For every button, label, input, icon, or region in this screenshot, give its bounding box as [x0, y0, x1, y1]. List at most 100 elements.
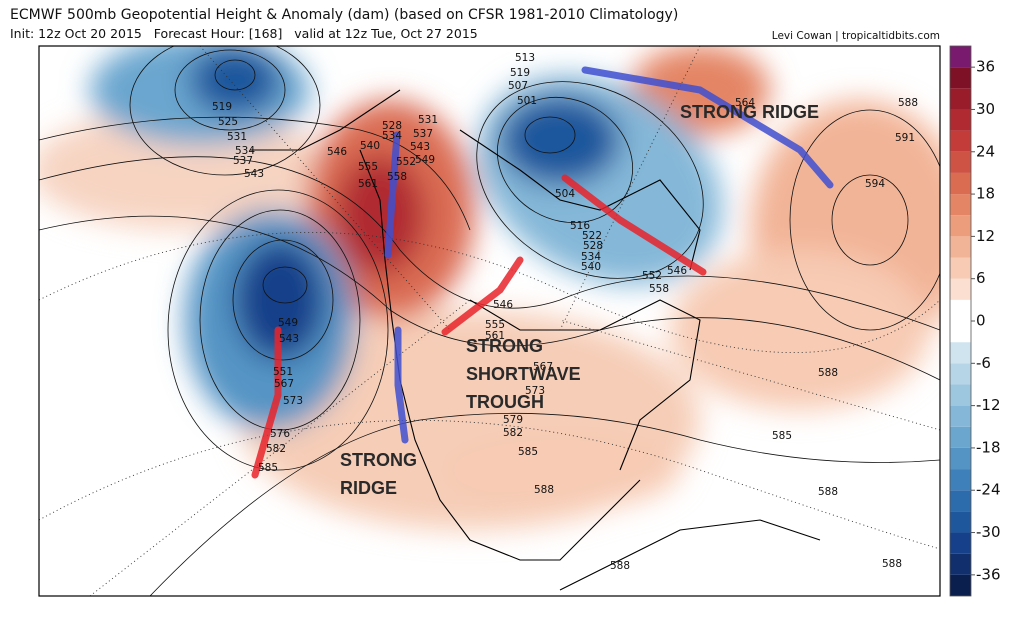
- colorbar-label: 36: [976, 58, 995, 76]
- contour-label: 588: [818, 486, 838, 498]
- contour-label: 567: [533, 361, 553, 373]
- contour-label: 573: [283, 395, 303, 407]
- annotation: RIDGE: [340, 478, 397, 498]
- contour-label: 564: [735, 97, 755, 109]
- contour-label: 543: [410, 141, 430, 153]
- colorbar-label: 30: [976, 100, 995, 118]
- annotation: SHORTWAVE: [466, 364, 581, 384]
- title: ECMWF 500mb Geopotential Height & Anomal…: [10, 7, 678, 23]
- colorbar-band: [950, 236, 971, 258]
- colorbar-label: 24: [976, 142, 995, 160]
- colorbar-band: [950, 130, 971, 152]
- colorbar: 36 30 24 18 12 6 0 -6 -12 -18 -24 -30 -36: [949, 45, 1001, 597]
- contour-label: 546: [493, 299, 513, 311]
- contour-label: 534: [581, 251, 601, 263]
- contour-label: 573: [525, 385, 545, 397]
- contour-label: 552: [396, 156, 416, 168]
- contour-label: 588: [882, 558, 902, 570]
- contour-label: 519: [212, 101, 232, 113]
- colorbar-band: [950, 321, 971, 343]
- contour-label: 504: [555, 188, 575, 200]
- contour-label: 537: [413, 128, 433, 140]
- contour-label: 588: [610, 560, 630, 572]
- colorbar-band: [950, 172, 971, 195]
- contour-label: 588: [898, 97, 918, 109]
- contour-label: 582: [266, 443, 286, 455]
- contour-label: 546: [667, 265, 687, 277]
- colorbar-label: -18: [976, 438, 1001, 456]
- colorbar-band: [950, 67, 971, 89]
- contour-label: 558: [649, 283, 669, 295]
- annotation: STRONG: [466, 336, 543, 356]
- colorbar-band: [950, 511, 971, 533]
- colorbar-label: -30: [976, 523, 1001, 541]
- colorbar-band: [950, 299, 971, 321]
- annotation: STRONG RIDGE: [680, 102, 819, 122]
- colorbar-label: -36: [976, 565, 1001, 583]
- subtitle: Init: 12z Oct 20 2015 Forecast Hour: [16…: [10, 26, 478, 41]
- contour-label: 588: [818, 367, 838, 379]
- contour-label: 534: [235, 145, 255, 157]
- colorbar-band: [950, 342, 971, 364]
- map: [39, 46, 940, 596]
- contour-label: 594: [865, 178, 885, 190]
- colorbar-band: [950, 363, 971, 385]
- contour-label: 576: [270, 428, 290, 440]
- anomaly-shading: [39, 46, 940, 530]
- contour-label: 546: [327, 146, 347, 158]
- contour-label: 507: [508, 80, 528, 92]
- contour-label: 561: [485, 330, 505, 342]
- contour-label: 534: [382, 130, 402, 142]
- colorbar-label: -6: [976, 354, 991, 372]
- contour-label: 531: [227, 131, 247, 143]
- colorbar-band: [950, 194, 971, 216]
- height-contours: [39, 46, 940, 596]
- colorbar-label: 6: [976, 269, 986, 287]
- coastlines: [250, 89, 821, 591]
- contour-labels: 5195255315345375435405465555615285345315…: [212, 52, 918, 572]
- colorbar-band: [950, 384, 971, 406]
- colorbar-band: [950, 215, 971, 237]
- colorbar-band: [950, 88, 971, 110]
- annotation: TROUGH: [466, 392, 544, 412]
- colorbar-band: [950, 532, 971, 554]
- contour-label: 555: [358, 161, 378, 173]
- contour-label: 540: [581, 261, 601, 273]
- drawn-markers: [251, 66, 834, 479]
- contour-label: 528: [382, 120, 402, 132]
- colorbar-label: -12: [976, 396, 1001, 414]
- contour-label: 558: [387, 171, 407, 183]
- contour-label: 579: [503, 414, 523, 426]
- contour-label: 551: [273, 366, 293, 378]
- contour-label: 537: [233, 155, 253, 167]
- map-frame: [38, 45, 941, 597]
- contour-label: 552: [642, 270, 662, 282]
- contour-label: 585: [772, 430, 792, 442]
- credit: Levi Cowan | tropicaltidbits.com: [772, 30, 940, 42]
- contour-label: 513: [515, 52, 535, 64]
- contour-label: 555: [485, 319, 505, 331]
- contour-label: 543: [279, 333, 299, 345]
- colorbar-band: [950, 257, 971, 279]
- colorbar-label: 12: [976, 227, 995, 245]
- contour-label: 588: [534, 484, 554, 496]
- colorbar-band: [950, 278, 971, 300]
- colorbar-band: [950, 405, 971, 427]
- contour-label: 582: [503, 427, 523, 439]
- contour-label: 501: [517, 95, 537, 107]
- contour-label: 549: [278, 317, 298, 329]
- contour-label: 549: [415, 154, 435, 166]
- contour-label: 540: [360, 140, 380, 152]
- colorbar-band: [950, 469, 971, 491]
- colorbar-band: [950, 490, 971, 512]
- contour-label: 567: [274, 378, 294, 390]
- contour-label: 522: [582, 230, 602, 242]
- annotations: STRONG RIDGE STRONG SHORTWAVE TROUGH STRONG R…: [340, 102, 819, 498]
- contour-label: 543: [244, 168, 264, 180]
- contour-label: 528: [583, 240, 603, 252]
- colorbar-band: [950, 151, 971, 173]
- colorbar-band: [950, 553, 971, 575]
- colorbar-label: -24: [976, 481, 1001, 499]
- annotation: STRONG: [340, 450, 417, 470]
